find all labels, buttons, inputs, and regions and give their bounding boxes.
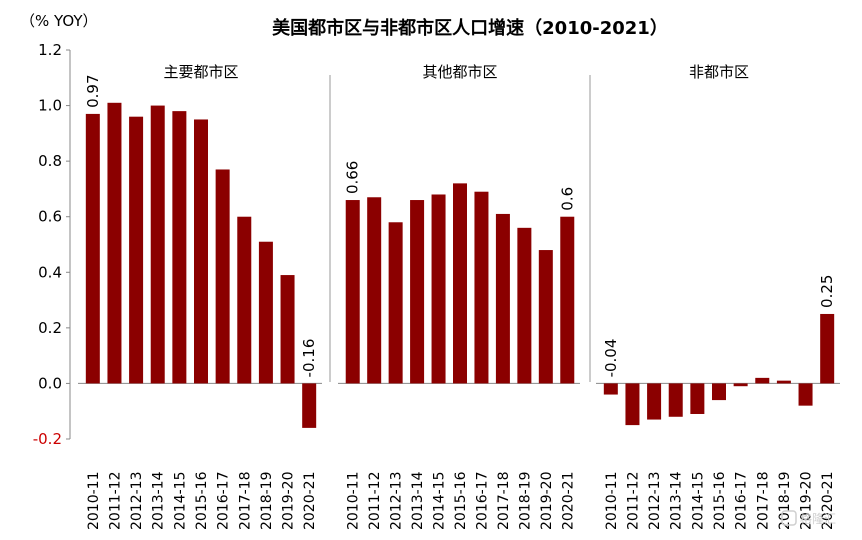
x-tick-label: 2011-12 <box>367 472 383 531</box>
x-tick-label: 2014-15 <box>172 472 188 531</box>
y-tick-label: 0.6 <box>38 208 62 226</box>
bar <box>517 227 532 384</box>
bar <box>690 383 705 414</box>
x-tick-label: 2010-11 <box>604 472 620 531</box>
bar <box>410 200 425 384</box>
bar <box>129 116 144 384</box>
bar <box>150 105 165 384</box>
y-tick-label: 0.0 <box>38 374 62 392</box>
bar <box>453 183 467 384</box>
x-tick-label: 2013-14 <box>151 471 167 530</box>
x-tick-label: 2012-13 <box>129 472 145 531</box>
data-label: -0.04 <box>602 339 620 378</box>
panel-title: 其他都市区 <box>422 63 497 81</box>
x-tick-label: 2016-17 <box>474 471 490 530</box>
watermark-text: 格隆汇 <box>800 511 836 526</box>
x-tick-label: 2020-21 <box>820 472 836 531</box>
x-tick-label: 2013-14 <box>669 471 685 530</box>
x-tick-label: 2019-20 <box>281 472 297 531</box>
x-tick-label: 2019-20 <box>799 472 815 531</box>
x-tick-label: 2012-13 <box>389 472 405 531</box>
x-tick-label: 2011-12 <box>625 472 641 531</box>
bar <box>495 213 510 384</box>
x-tick-label: 2017-18 <box>237 472 253 531</box>
bar <box>733 383 748 387</box>
x-tick-label: 2017-18 <box>755 472 771 531</box>
x-tick-label: 2018-19 <box>517 472 533 531</box>
x-tick-label: 2016-17 <box>216 472 232 531</box>
x-tick-label: 2018-19 <box>777 472 793 531</box>
y-tick-label: 0.4 <box>38 263 62 281</box>
x-tick-label: 2015-16 <box>453 471 469 530</box>
bar <box>820 313 835 384</box>
x-tick-label: 2010-11 <box>86 472 102 531</box>
bar <box>302 383 317 428</box>
bar <box>172 111 187 384</box>
bar <box>603 383 618 395</box>
bar <box>367 197 382 384</box>
data-label: 0.66 <box>344 161 362 194</box>
y-tick-label: 1.2 <box>38 41 62 59</box>
bar <box>194 119 208 384</box>
x-tick-label: 2015-16 <box>194 471 210 530</box>
x-tick-label: 2015-16 <box>712 471 728 530</box>
bar <box>237 216 252 384</box>
bar <box>107 102 122 384</box>
data-label: 0.97 <box>84 75 102 108</box>
x-tick-label: 2014-15 <box>690 472 706 531</box>
bar <box>625 383 640 426</box>
panel-title: 主要都市区 <box>163 63 238 81</box>
bar <box>474 191 489 384</box>
x-tick-label: 2011-12 <box>107 472 123 531</box>
y-tick-label: 0.2 <box>38 319 62 337</box>
watermark-icon <box>781 510 797 526</box>
bar <box>755 377 770 384</box>
x-tick-label: 2016-17 <box>734 472 750 531</box>
bar <box>258 241 273 384</box>
bar <box>538 250 553 384</box>
data-label: 0.25 <box>818 275 836 308</box>
y-tick-label: -0.2 <box>33 430 62 448</box>
chart-title: 美国都市区与非都市区人口增速（2010-2021） <box>272 17 668 39</box>
bar <box>647 383 662 420</box>
bar <box>280 275 295 384</box>
x-tick-label: 2010-11 <box>346 472 362 531</box>
bar <box>560 216 575 384</box>
bar <box>388 222 403 384</box>
bar <box>798 383 813 406</box>
y-axis-unit-label: （% YOY） <box>20 12 98 30</box>
bar <box>345 200 360 384</box>
bar-layer <box>85 102 835 428</box>
x-tick-label: 2020-21 <box>302 472 318 531</box>
bar <box>668 383 683 417</box>
bar <box>85 113 100 384</box>
y-tick-label: 0.8 <box>38 152 62 170</box>
x-tick-label: 2012-13 <box>647 472 663 531</box>
x-tick-label: 2017-18 <box>496 472 512 530</box>
x-tick-label: 2018-19 <box>259 472 275 531</box>
label-layer: 主要都市区 2010-11 2011-12 2012-13 2013-14 2014-15… <box>84 63 836 530</box>
x-tick-label: 2014-15 <box>432 472 448 531</box>
y-tick-label: 1.0 <box>38 97 62 115</box>
bar <box>215 169 230 384</box>
watermark-logo: 格隆汇 <box>781 510 836 526</box>
data-label: -0.16 <box>300 339 318 378</box>
bar <box>431 194 446 384</box>
data-label: 0.6 <box>558 187 576 211</box>
x-tick-label: 2019-20 <box>539 472 555 531</box>
panel-title: 非都市区 <box>689 63 749 81</box>
bar <box>776 380 791 384</box>
x-tick-label: 2020-21 <box>560 472 576 531</box>
bar <box>712 383 726 401</box>
x-tick-label: 2013-14 <box>410 471 426 530</box>
